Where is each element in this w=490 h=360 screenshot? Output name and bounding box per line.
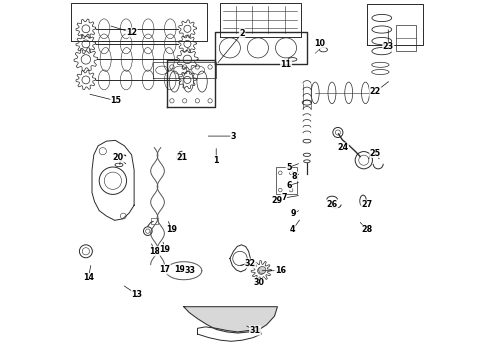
Text: 12: 12	[126, 28, 137, 37]
Text: 30: 30	[253, 278, 264, 287]
Text: 13: 13	[131, 290, 143, 299]
Text: 7: 7	[281, 194, 287, 202]
Text: 4: 4	[290, 225, 295, 234]
Text: 15: 15	[111, 96, 122, 105]
Text: 26: 26	[326, 200, 338, 209]
Text: 11: 11	[281, 60, 292, 69]
Bar	[151, 218, 158, 224]
Text: 17: 17	[160, 265, 171, 274]
Polygon shape	[184, 307, 277, 333]
Bar	[275, 167, 297, 194]
Text: 3: 3	[231, 132, 236, 140]
Text: 33: 33	[185, 266, 196, 275]
Text: 19: 19	[174, 265, 185, 274]
Bar	[396, 25, 416, 51]
Text: 14: 14	[83, 274, 94, 282]
Text: 29: 29	[271, 197, 282, 205]
Circle shape	[259, 266, 266, 274]
Text: 31: 31	[249, 326, 261, 335]
Text: 20: 20	[113, 153, 124, 162]
Text: 8: 8	[292, 172, 297, 181]
Text: 19: 19	[160, 245, 171, 253]
Text: 24: 24	[337, 143, 348, 152]
Text: 25: 25	[370, 149, 381, 158]
Text: 9: 9	[291, 209, 296, 217]
Text: 10: 10	[315, 40, 325, 49]
Text: 5: 5	[286, 163, 292, 172]
Text: 18: 18	[149, 247, 160, 256]
Text: 22: 22	[369, 87, 381, 96]
Text: 6: 6	[286, 181, 292, 190]
Text: 21: 21	[176, 153, 188, 162]
Text: 2: 2	[239, 29, 245, 37]
Text: 28: 28	[361, 225, 372, 234]
Text: 23: 23	[383, 42, 394, 51]
Text: 27: 27	[361, 200, 372, 209]
Text: 19: 19	[166, 225, 177, 234]
Text: 16: 16	[275, 266, 286, 275]
Text: 1: 1	[214, 156, 219, 165]
Text: 32: 32	[245, 259, 256, 268]
